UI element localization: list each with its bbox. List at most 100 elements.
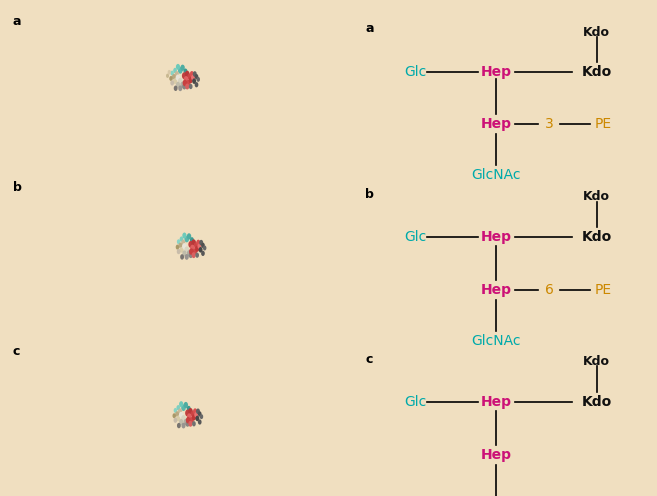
Ellipse shape [201, 243, 205, 248]
Ellipse shape [183, 419, 188, 425]
Ellipse shape [188, 408, 193, 415]
Ellipse shape [170, 70, 174, 75]
Ellipse shape [181, 81, 185, 88]
Ellipse shape [166, 73, 169, 78]
Ellipse shape [185, 71, 190, 77]
Text: Hep: Hep [481, 448, 512, 462]
Ellipse shape [179, 412, 183, 418]
Ellipse shape [179, 419, 183, 425]
Ellipse shape [191, 411, 195, 417]
Ellipse shape [200, 414, 203, 419]
Ellipse shape [170, 80, 174, 86]
Ellipse shape [193, 71, 196, 77]
Ellipse shape [178, 408, 182, 414]
Text: Kdo: Kdo [581, 65, 612, 79]
Ellipse shape [181, 64, 185, 71]
Text: 6: 6 [545, 283, 555, 297]
Ellipse shape [176, 74, 180, 81]
Text: Glc: Glc [405, 230, 427, 244]
Text: Hep: Hep [481, 230, 512, 244]
Text: Kdo: Kdo [581, 395, 612, 409]
Text: Hep: Hep [481, 283, 512, 297]
Ellipse shape [173, 413, 176, 418]
Ellipse shape [179, 237, 183, 242]
Ellipse shape [185, 247, 189, 253]
Ellipse shape [184, 76, 189, 83]
Ellipse shape [194, 74, 198, 79]
Ellipse shape [195, 246, 199, 252]
Text: 3: 3 [545, 117, 554, 131]
Ellipse shape [198, 247, 202, 252]
Ellipse shape [181, 240, 185, 246]
Ellipse shape [170, 76, 173, 81]
Ellipse shape [194, 82, 198, 87]
Ellipse shape [185, 236, 189, 243]
Ellipse shape [176, 416, 180, 421]
Ellipse shape [198, 244, 202, 249]
Ellipse shape [199, 240, 203, 246]
Ellipse shape [191, 240, 196, 246]
Ellipse shape [179, 247, 183, 252]
Ellipse shape [189, 252, 193, 258]
Ellipse shape [180, 254, 184, 259]
Text: c: c [365, 353, 373, 366]
Text: a: a [365, 22, 374, 35]
Ellipse shape [193, 408, 197, 414]
Text: PE: PE [595, 117, 612, 131]
Ellipse shape [187, 250, 191, 256]
Ellipse shape [178, 85, 182, 91]
Ellipse shape [175, 411, 179, 417]
Ellipse shape [175, 245, 179, 249]
Ellipse shape [187, 233, 191, 240]
Ellipse shape [196, 77, 200, 82]
Ellipse shape [194, 242, 198, 248]
Text: b: b [13, 181, 22, 194]
Ellipse shape [173, 78, 177, 84]
Text: c: c [13, 345, 20, 358]
Ellipse shape [176, 82, 180, 88]
Ellipse shape [193, 248, 197, 255]
Ellipse shape [173, 418, 177, 423]
Text: GlcNAc: GlcNAc [472, 168, 521, 182]
Text: Hep: Hep [481, 395, 512, 409]
Text: Glc: Glc [405, 65, 427, 79]
Ellipse shape [189, 84, 193, 89]
Ellipse shape [201, 250, 205, 256]
Ellipse shape [176, 64, 180, 70]
Ellipse shape [189, 241, 193, 248]
Ellipse shape [185, 254, 189, 260]
Ellipse shape [177, 423, 181, 428]
Ellipse shape [185, 421, 190, 427]
Ellipse shape [182, 233, 187, 239]
Ellipse shape [195, 416, 199, 421]
Ellipse shape [182, 83, 187, 89]
Ellipse shape [187, 73, 192, 80]
Ellipse shape [182, 250, 187, 256]
Ellipse shape [177, 239, 180, 244]
Ellipse shape [172, 74, 176, 79]
Ellipse shape [178, 67, 183, 74]
Ellipse shape [185, 83, 189, 89]
Ellipse shape [183, 80, 187, 86]
Ellipse shape [192, 415, 196, 421]
Ellipse shape [182, 72, 187, 79]
Ellipse shape [191, 75, 195, 80]
Ellipse shape [183, 68, 187, 74]
Ellipse shape [193, 78, 196, 84]
Ellipse shape [195, 252, 199, 258]
Ellipse shape [181, 404, 186, 411]
Ellipse shape [192, 421, 196, 427]
Ellipse shape [179, 243, 182, 248]
Ellipse shape [177, 249, 181, 254]
Ellipse shape [168, 70, 171, 74]
Ellipse shape [173, 408, 177, 413]
Ellipse shape [194, 412, 198, 418]
Text: Hep: Hep [481, 65, 512, 79]
Ellipse shape [183, 402, 188, 408]
Ellipse shape [189, 248, 194, 255]
Text: Kdo: Kdo [583, 190, 610, 203]
Ellipse shape [181, 415, 186, 422]
Text: b: b [365, 188, 374, 201]
Ellipse shape [173, 86, 177, 91]
Ellipse shape [189, 77, 193, 83]
